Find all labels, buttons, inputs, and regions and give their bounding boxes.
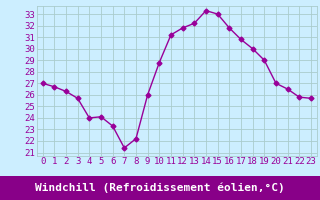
Text: Windchill (Refroidissement éolien,°C): Windchill (Refroidissement éolien,°C) <box>35 183 285 193</box>
